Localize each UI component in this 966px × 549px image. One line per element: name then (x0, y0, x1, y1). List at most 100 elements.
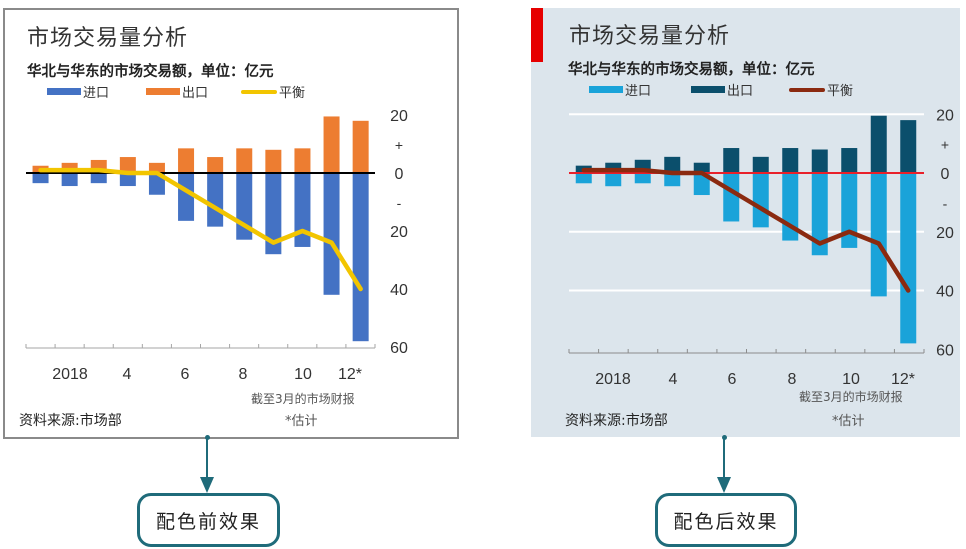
bar-import (841, 173, 858, 248)
legend-label: 出口 (727, 84, 754, 99)
x-tick-label: 2018 (52, 366, 88, 383)
y-tick-label: 40 (390, 282, 408, 299)
legend-item-import: 进口 (589, 80, 651, 99)
y-tick-label: 20 (390, 224, 408, 241)
bar-export (265, 149, 282, 173)
accent-bar (531, 8, 543, 62)
balance-line (581, 167, 911, 293)
bar-import (178, 173, 195, 221)
bar-export (323, 116, 340, 173)
bar-import (870, 173, 887, 297)
x-tick-label: 2018 (595, 371, 631, 388)
bar-import (723, 173, 740, 222)
chart-subtitle: 华北与华东的市场交易额，单位：亿元 (568, 62, 815, 78)
bar-import (575, 173, 592, 184)
bar-import (119, 173, 136, 187)
bar-import (664, 173, 681, 187)
bar-import (352, 173, 369, 342)
chart-source: 资料来源:市场部 (19, 413, 122, 429)
x-tick-label: 6 (181, 366, 190, 383)
legend-label: 进口 (625, 84, 652, 99)
chart-plot-before: 2018 4 6 8 10 12* 20 +0 - 20 40 60 (25, 108, 408, 383)
bar-export (900, 120, 917, 173)
bar-export (664, 156, 681, 173)
bar-export (811, 149, 828, 173)
y-tick-label: 60 (390, 340, 408, 357)
y-tick-label: 0 (395, 166, 404, 183)
estimate-note: *估计 (285, 414, 318, 429)
bar-export (294, 148, 311, 173)
y-tick-label: 40 (936, 284, 954, 301)
y-tick-label: 0 (941, 166, 950, 183)
legend-swatch-import (47, 88, 81, 95)
bar-import (32, 173, 49, 184)
legend-swatch-balance (241, 89, 277, 94)
legend-swatch-export (691, 86, 725, 93)
legend-item-balance: 平衡 (241, 82, 305, 101)
bar-export (236, 148, 253, 173)
y-tick-label: - (397, 195, 402, 211)
bar-import (148, 173, 165, 195)
legend-label: 出口 (182, 86, 209, 101)
y-tick-label: 20 (390, 108, 408, 125)
y-tick-label: 20 (936, 225, 954, 242)
chart-note: 截至3月的市场财报 (251, 392, 355, 406)
bar-export (352, 120, 369, 173)
bar-export (782, 148, 799, 173)
arrow-down-icon (717, 477, 731, 493)
chart-panel-after: 市场交易量分析 华北与华东的市场交易额，单位：亿元 进口 出口 平衡 2018 4… (531, 8, 960, 437)
bar-export (841, 148, 858, 173)
chart-group: 2018 4 6 8 10 12* 20 +0 - 20 40 60 (568, 107, 954, 388)
chart-subtitle: 华北与华东的市场交易额，单位：亿元 (27, 64, 274, 80)
bar-export (723, 148, 740, 173)
chart-note: 截至3月的市场财报 (799, 390, 903, 404)
chart-panel-before: 市场交易量分析 华北与华东的市场交易额，单位：亿元 进口 出口 平衡 2018 4… (3, 8, 459, 439)
x-tick-label: 6 (728, 371, 737, 388)
bar-import (90, 173, 107, 184)
bar-import (693, 173, 710, 196)
bar-import (811, 173, 828, 256)
x-tick-label: 10 (842, 371, 860, 388)
x-tick-label: 8 (239, 366, 248, 383)
bar-export (870, 115, 887, 173)
x-tick-label: 10 (294, 366, 312, 383)
legend-item-export: 出口 (146, 82, 208, 101)
bar-export (178, 148, 195, 173)
legend-swatch-balance (789, 87, 825, 92)
y-tick-label: 20 (936, 107, 954, 124)
legend-swatch-import (589, 86, 623, 93)
bar-export (752, 156, 769, 173)
bar-import (265, 173, 282, 255)
connector-line (206, 437, 208, 479)
legend-item-import: 进口 (47, 82, 109, 101)
y-tick-label: + (941, 137, 949, 153)
bar-export (148, 162, 165, 173)
bar-export (119, 157, 136, 173)
chart-title: 市场交易量分析 (569, 24, 731, 49)
legend-label: 平衡 (279, 86, 306, 101)
bar-import (634, 173, 651, 184)
y-tick-label: - (943, 195, 948, 211)
bar-export (207, 157, 224, 173)
connector-line (723, 437, 725, 479)
bar-import (207, 173, 224, 227)
bar-import (605, 173, 622, 187)
y-tick-label: 60 (936, 342, 954, 359)
legend-label: 平衡 (827, 84, 854, 99)
bar-import (323, 173, 340, 295)
chart-title: 市场交易量分析 (27, 26, 189, 51)
chart-group: 2018 4 6 8 10 12* 20 +0 - 20 40 60 (25, 108, 408, 383)
legend-swatch-export (146, 88, 180, 95)
estimate-note: *估计 (832, 414, 865, 429)
bar-import (61, 173, 78, 187)
legend-item-balance: 平衡 (789, 80, 853, 99)
x-tick-label: 4 (123, 366, 132, 383)
x-tick-label: 12* (891, 371, 915, 388)
bar-export (693, 162, 710, 173)
x-tick-label: 12* (338, 366, 362, 383)
legend-item-export: 出口 (691, 80, 753, 99)
bar-import (900, 173, 917, 344)
caption-after: 配色后效果 (655, 493, 797, 547)
legend-label: 进口 (83, 86, 110, 101)
chart-source: 资料来源:市场部 (565, 413, 668, 429)
